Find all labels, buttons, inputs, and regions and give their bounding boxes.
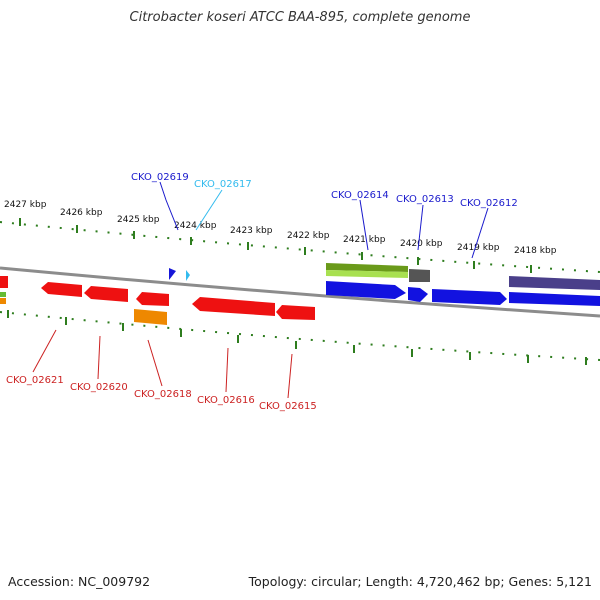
- genome-summary-text: Topology: circular; Length: 4,720,462 bp…: [248, 574, 592, 589]
- scale-label: 2421 kbp: [343, 235, 386, 245]
- leader-cko-02616: [225, 347, 229, 393]
- leader-cko-02613: [417, 204, 424, 251]
- gene-feature-cko-02616[interactable]: [192, 297, 275, 316]
- gene-feature-green-light[interactable]: [326, 270, 408, 278]
- forward-leaders: [159, 181, 489, 259]
- scale-label: 2418 kbp: [514, 246, 557, 256]
- leader-cko-02614: [359, 199, 369, 251]
- gene-feature-cko-02618-red[interactable]: [136, 292, 169, 306]
- gene-label-cko-02613[interactable]: CKO_02613: [396, 194, 454, 205]
- leader-cko-02618: [147, 339, 163, 387]
- gene-feature-blue-right[interactable]: [509, 292, 600, 306]
- leader-cko-02612: [471, 207, 489, 259]
- gene-feature-edge-green[interactable]: [0, 292, 6, 297]
- gene-feature-edge-orange[interactable]: [0, 298, 6, 304]
- leader-cko-02617: [195, 189, 223, 231]
- gene-label-cko-02617[interactable]: CKO_02617: [194, 179, 252, 190]
- gene-label-cko-02619[interactable]: CKO_02619: [131, 172, 189, 183]
- leader-cko-02621: [32, 329, 57, 373]
- gene-feature-grey[interactable]: [409, 269, 430, 282]
- gene-feature-cko-02614[interactable]: [326, 281, 406, 299]
- gene-feature-edge-red[interactable]: [0, 276, 8, 288]
- gene-feature-cko-02617[interactable]: [186, 270, 190, 281]
- scale-label: 2422 kbp: [287, 231, 330, 241]
- genome-backbone: [0, 266, 600, 318]
- major-ticks-outer: [19, 218, 532, 273]
- reverse-genes: [0, 276, 315, 325]
- scale-label: 2427 kbp: [4, 200, 47, 210]
- gene-label-cko-02614[interactable]: CKO_02614: [331, 190, 389, 201]
- scale-label: 2423 kbp: [230, 226, 273, 236]
- gene-label-cko-02618[interactable]: CKO_02618: [134, 389, 192, 400]
- inner-tick-track: [0, 311, 600, 361]
- scale-label: 2424 kbp: [174, 221, 217, 231]
- gene-feature-cko-02619[interactable]: [169, 268, 176, 280]
- reverse-leaders: [32, 329, 293, 399]
- gene-feature-cko-02620[interactable]: [84, 286, 128, 302]
- gene-feature-green-dark[interactable]: [326, 263, 408, 272]
- accession-text: Accession: NC_009792: [8, 574, 151, 589]
- gene-label-cko-02620[interactable]: CKO_02620: [70, 382, 128, 393]
- forward-genes: [169, 263, 600, 306]
- gene-feature-cko-02618[interactable]: [134, 309, 167, 325]
- gene-feature-cko-02615[interactable]: [276, 305, 315, 320]
- map-title: Citrobacter koseri ATCC BAA-895, complet…: [129, 10, 471, 25]
- major-ticks-inner: [7, 310, 587, 365]
- gene-feature-cko-02621[interactable]: [41, 282, 82, 297]
- leader-cko-02615: [287, 353, 293, 399]
- gene-feature-purple[interactable]: [509, 276, 600, 290]
- gene-label-cko-02612[interactable]: CKO_02612: [460, 198, 518, 209]
- scale-label: 2420 kbp: [400, 239, 443, 249]
- leader-cko-02620: [97, 335, 101, 380]
- scale-label: 2425 kbp: [117, 215, 160, 225]
- outer-tick-track: [0, 221, 600, 273]
- gene-label-cko-02615[interactable]: CKO_02615: [259, 401, 317, 412]
- gene-label-cko-02616[interactable]: CKO_02616: [197, 395, 255, 406]
- scale-label: 2426 kbp: [60, 208, 103, 218]
- gene-feature-cko-02613[interactable]: [408, 287, 428, 302]
- gene-feature-cko-02612[interactable]: [432, 289, 507, 305]
- leader-cko-02619: [159, 181, 179, 231]
- scale-label: 2419 kbp: [457, 243, 500, 253]
- gene-label-cko-02621[interactable]: CKO_02621: [6, 375, 64, 386]
